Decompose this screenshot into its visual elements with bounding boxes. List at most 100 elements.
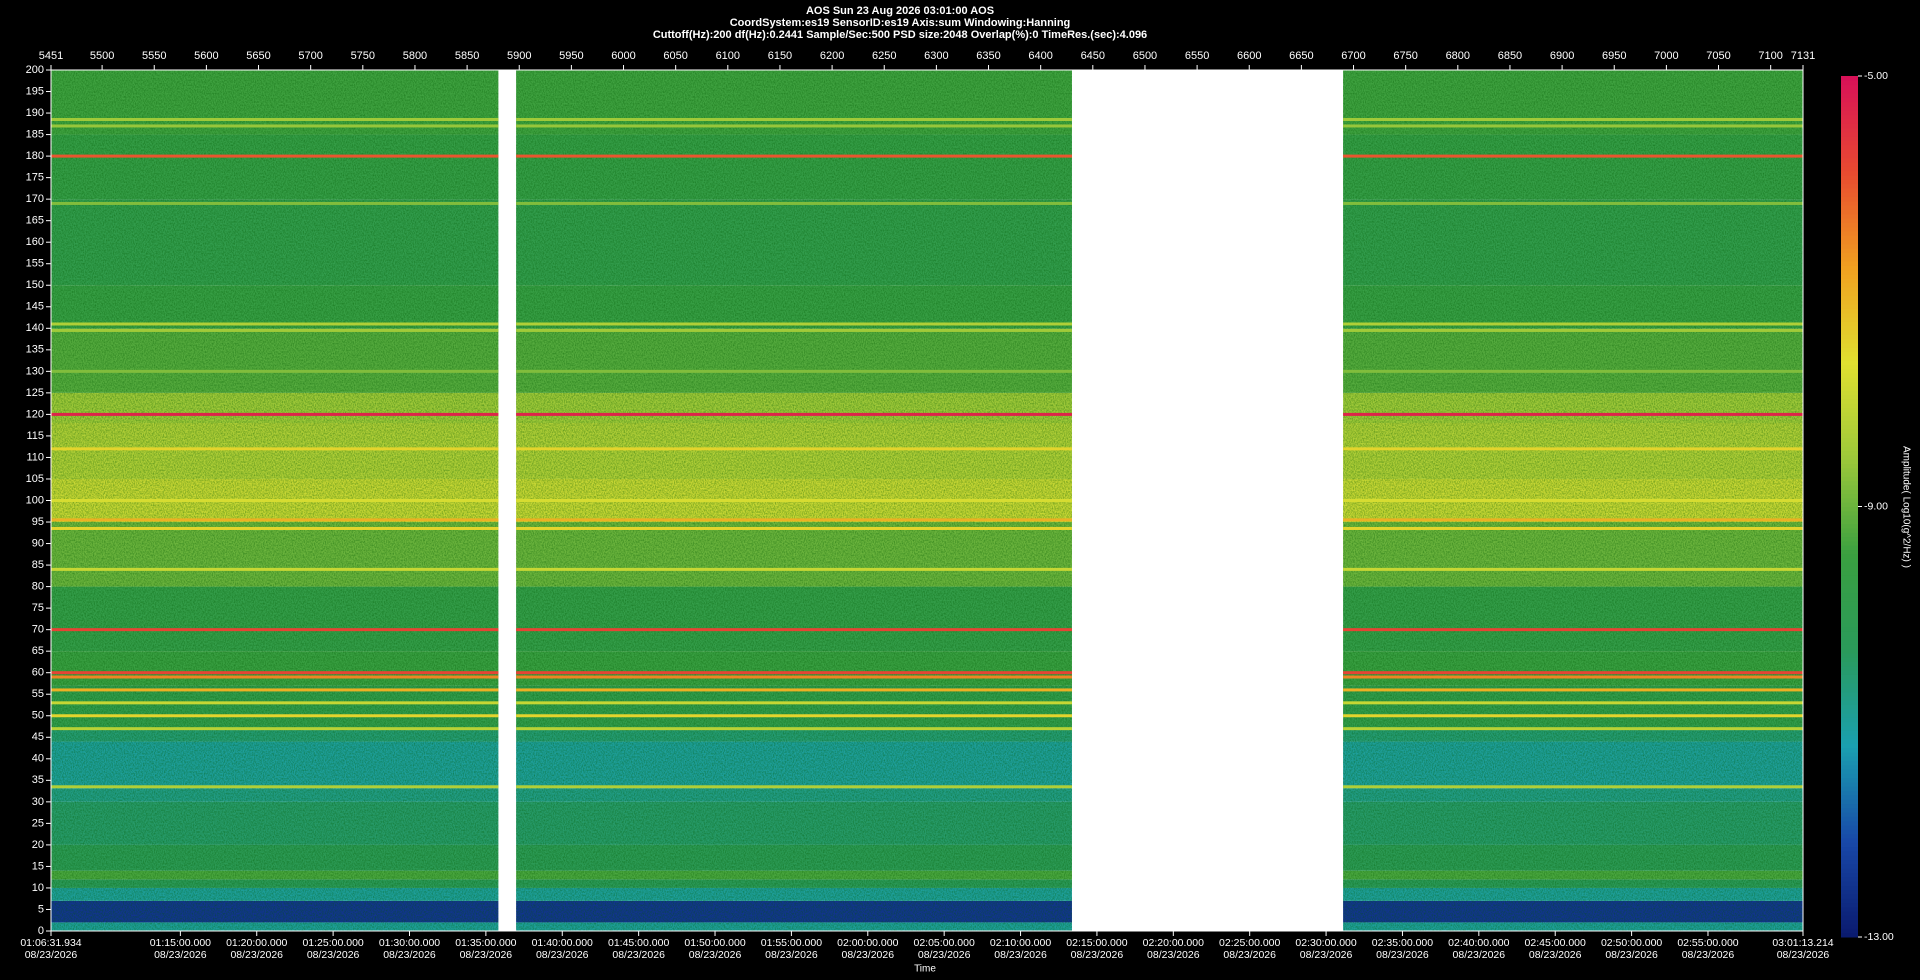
y-tick-label: 80: [32, 581, 44, 593]
spectral-line: [516, 447, 1072, 451]
segment: [516, 70, 1072, 931]
colorbar-step: [1841, 906, 1858, 912]
colorbar-step: [1841, 777, 1858, 783]
date-tick-label: 08/23/2026: [612, 949, 665, 961]
colorbar-step: [1841, 502, 1858, 507]
spectral-line: [51, 785, 499, 789]
spectral-line: [51, 688, 499, 692]
x-tick-label: 5700: [298, 50, 322, 62]
x-tick-label: 5850: [455, 50, 479, 62]
colorbar-step: [1841, 601, 1858, 607]
time-tick-label: 02:30:00.000: [1295, 937, 1356, 949]
x-tick-label: 6000: [611, 50, 635, 62]
date-tick-label: 08/23/2026: [1777, 949, 1830, 961]
colorbar-step: [1841, 291, 1858, 297]
spectral-line: [1343, 526, 1803, 530]
settings-line: Cuttoff(Hz):200 df(Hz):0.2441 Sample/Sec…: [653, 29, 1147, 41]
spectral-line: [51, 154, 499, 158]
colorbar-step: [1841, 450, 1858, 456]
colorbar-step: [1841, 114, 1858, 120]
colorbar-step: [1841, 312, 1858, 318]
y-tick-label: 165: [26, 215, 44, 227]
colorbar-step: [1841, 282, 1858, 288]
x-tick-label: 6450: [1081, 50, 1105, 62]
colorbar-step: [1841, 786, 1858, 792]
date-tick-label: 08/23/2026: [994, 949, 1047, 961]
spectral-line: [1343, 675, 1803, 679]
spectral-line: [1343, 322, 1803, 326]
colorbar-step: [1841, 536, 1858, 542]
colorbar-step: [1841, 347, 1858, 353]
spectral-line: [1343, 154, 1803, 158]
x-tick-label: 6900: [1550, 50, 1574, 62]
spectral-line: [516, 727, 1072, 731]
colorbar-step: [1841, 846, 1858, 852]
spectral-line: [1343, 518, 1803, 522]
colorbar-step: [1841, 480, 1858, 486]
colorbar-step: [1841, 200, 1858, 206]
spectral-line: [1343, 714, 1803, 718]
colorbar-step: [1841, 868, 1858, 873]
y-tick-label: 90: [32, 537, 44, 549]
colorbar-step: [1841, 915, 1858, 921]
title: AOS Sun 23 Aug 2026 03:01:00 AOS: [806, 5, 994, 17]
x-tick-label: 7050: [1706, 50, 1730, 62]
colorbar-step: [1841, 243, 1858, 249]
spectral-line: [1343, 412, 1803, 416]
y-tick-label: 20: [32, 839, 44, 851]
colorbar-step: [1841, 278, 1858, 284]
time-tick-label: 02:55:00.000: [1677, 937, 1738, 949]
spectral-line: [1343, 567, 1803, 571]
colorbar-step: [1841, 532, 1858, 538]
colorbar-step: [1841, 222, 1858, 228]
colorbar-step: [1841, 704, 1858, 710]
y-tick-label: 195: [26, 85, 44, 97]
spectral-line: [51, 714, 499, 718]
colorbar-step: [1841, 235, 1858, 241]
colorbar-step: [1841, 919, 1858, 925]
colorbar-step: [1841, 609, 1858, 615]
colorbar-step: [1841, 334, 1858, 340]
date-tick-label: 08/23/2026: [765, 949, 818, 961]
x-tick-label: 5750: [351, 50, 375, 62]
time-tick-label: 01:30:00.000: [379, 937, 440, 949]
colorbar-step: [1841, 790, 1858, 796]
colorbar-step: [1841, 756, 1858, 761]
spectral-line: [516, 518, 1072, 522]
colorbar-step: [1841, 119, 1858, 124]
time-tick-label: 02:05:00.000: [914, 937, 975, 949]
colorbar-step: [1841, 794, 1858, 800]
x-tick-label: 7000: [1654, 50, 1678, 62]
y-tick-label: 95: [32, 516, 44, 528]
colorbar-step: [1841, 829, 1858, 835]
colorbar-step: [1841, 144, 1858, 150]
colorbar-step: [1841, 153, 1858, 159]
colorbar-step: [1841, 192, 1858, 198]
colorbar-step: [1841, 540, 1858, 546]
x-tick-label: 6050: [663, 50, 687, 62]
date-tick-label: 08/23/2026: [1071, 949, 1124, 961]
spectral-line: [51, 322, 499, 326]
spectral-line: [516, 412, 1072, 416]
date-tick-label: 08/23/2026: [307, 949, 360, 961]
colorbar-step: [1841, 924, 1858, 929]
colorbar-step: [1841, 898, 1858, 904]
date-tick-label: 08/23/2026: [460, 949, 513, 961]
time-tick-label: 02:00:00.000: [837, 937, 898, 949]
x-tick-label: 6950: [1602, 50, 1626, 62]
colorbar-step: [1841, 571, 1858, 576]
colorbar-step: [1841, 833, 1858, 839]
colorbar-step: [1841, 286, 1858, 292]
colorbar-step: [1841, 342, 1858, 348]
colorbar-step: [1841, 528, 1858, 533]
subtitle: CoordSystem:es19 SensorID:es19 Axis:sum …: [730, 17, 1071, 29]
colorbar-step: [1841, 484, 1858, 490]
colorbar-step: [1841, 553, 1858, 559]
x-tick-label: 6800: [1446, 50, 1470, 62]
colorbar-step: [1841, 743, 1858, 749]
colorbar-step: [1841, 734, 1858, 740]
colorbar-step: [1841, 80, 1858, 86]
colorbar-step: [1841, 644, 1858, 650]
spectral-line: [516, 688, 1072, 692]
